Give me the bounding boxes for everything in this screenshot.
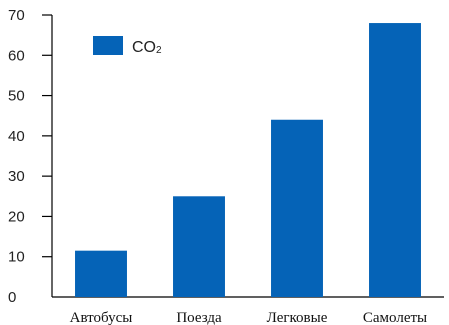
y-tick-label: 70 <box>8 7 25 24</box>
bars-group <box>75 23 421 298</box>
x-category-label: Самолеты <box>363 310 427 325</box>
legend: CO2 <box>93 36 162 56</box>
y-tick-label: 0 <box>8 289 16 306</box>
y-axis-ticks: 0 10 20 30 40 50 60 70 <box>8 7 52 306</box>
y-tick-label: 10 <box>8 249 25 266</box>
y-tick-label: 60 <box>8 47 25 64</box>
x-category-label: Поезда <box>176 310 222 325</box>
legend-swatch <box>93 36 123 55</box>
bar <box>173 196 225 297</box>
legend-label: CO2 <box>132 39 162 56</box>
x-axis-labels: Автобусы Поезда Легковые Самолеты <box>70 310 427 325</box>
y-tick-label: 50 <box>8 88 25 105</box>
legend-label-main: CO <box>132 39 156 56</box>
bar <box>369 23 421 298</box>
x-category-label: Автобусы <box>70 310 133 325</box>
legend-label-subscript: 2 <box>156 45 162 56</box>
bar <box>75 250 127 297</box>
x-category-label: Легковые <box>267 310 328 325</box>
y-tick-label: 40 <box>8 128 25 145</box>
bar <box>271 119 323 297</box>
y-tick-label: 20 <box>8 208 25 225</box>
y-tick-label: 30 <box>8 168 25 185</box>
